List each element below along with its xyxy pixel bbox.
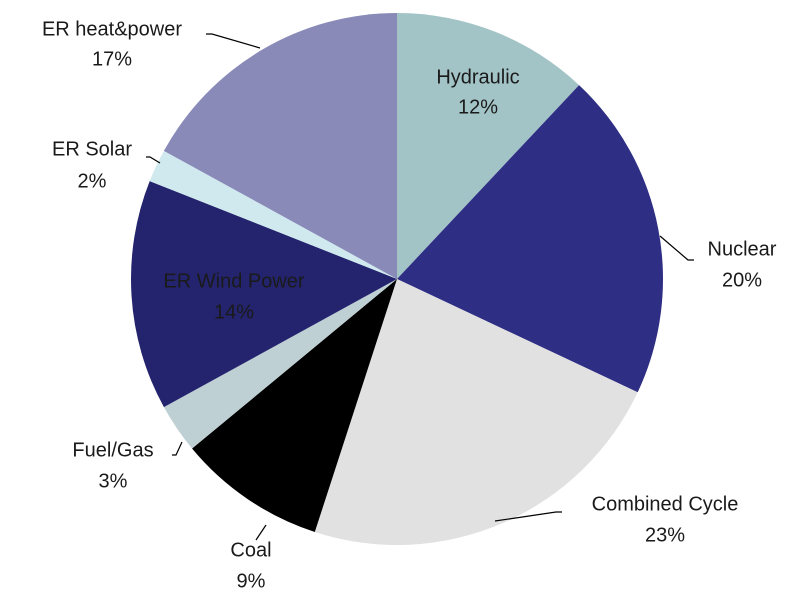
pie-slice xyxy=(397,13,580,279)
slice-value-label: 2% xyxy=(78,170,107,192)
slice-label: ER heat&power xyxy=(42,18,182,40)
slice-label: Nuclear xyxy=(708,238,777,260)
slice-value-label: 20% xyxy=(722,269,762,291)
leader-line xyxy=(255,524,267,541)
slice-value-label: 14% xyxy=(214,301,254,323)
leader-line xyxy=(146,156,161,164)
slice-label: Fuel/Gas xyxy=(72,439,153,461)
slice-label: ER Wind Power xyxy=(163,270,304,292)
leader-line xyxy=(172,441,183,456)
slice-value-label: 12% xyxy=(458,96,498,118)
leader-line xyxy=(659,235,694,261)
pie-slice xyxy=(131,181,397,408)
slice-label: Coal xyxy=(230,539,271,561)
slice-label: Hydraulic xyxy=(436,66,519,88)
pie-slice xyxy=(163,279,397,449)
slice-value-label: 9% xyxy=(237,570,266,592)
pie-slice xyxy=(163,13,397,279)
pie-slice xyxy=(192,279,397,532)
pie-slice xyxy=(314,279,638,545)
pie-slice xyxy=(149,150,397,279)
pie-slice xyxy=(397,85,664,393)
slice-value-label: 23% xyxy=(645,524,685,546)
slice-label: ER Solar xyxy=(52,138,132,160)
slice-value-label: 17% xyxy=(92,48,132,70)
leader-line xyxy=(206,33,261,49)
leader-line xyxy=(494,511,562,522)
slice-value-label: 3% xyxy=(99,470,128,492)
slice-label: Combined Cycle xyxy=(592,493,739,515)
